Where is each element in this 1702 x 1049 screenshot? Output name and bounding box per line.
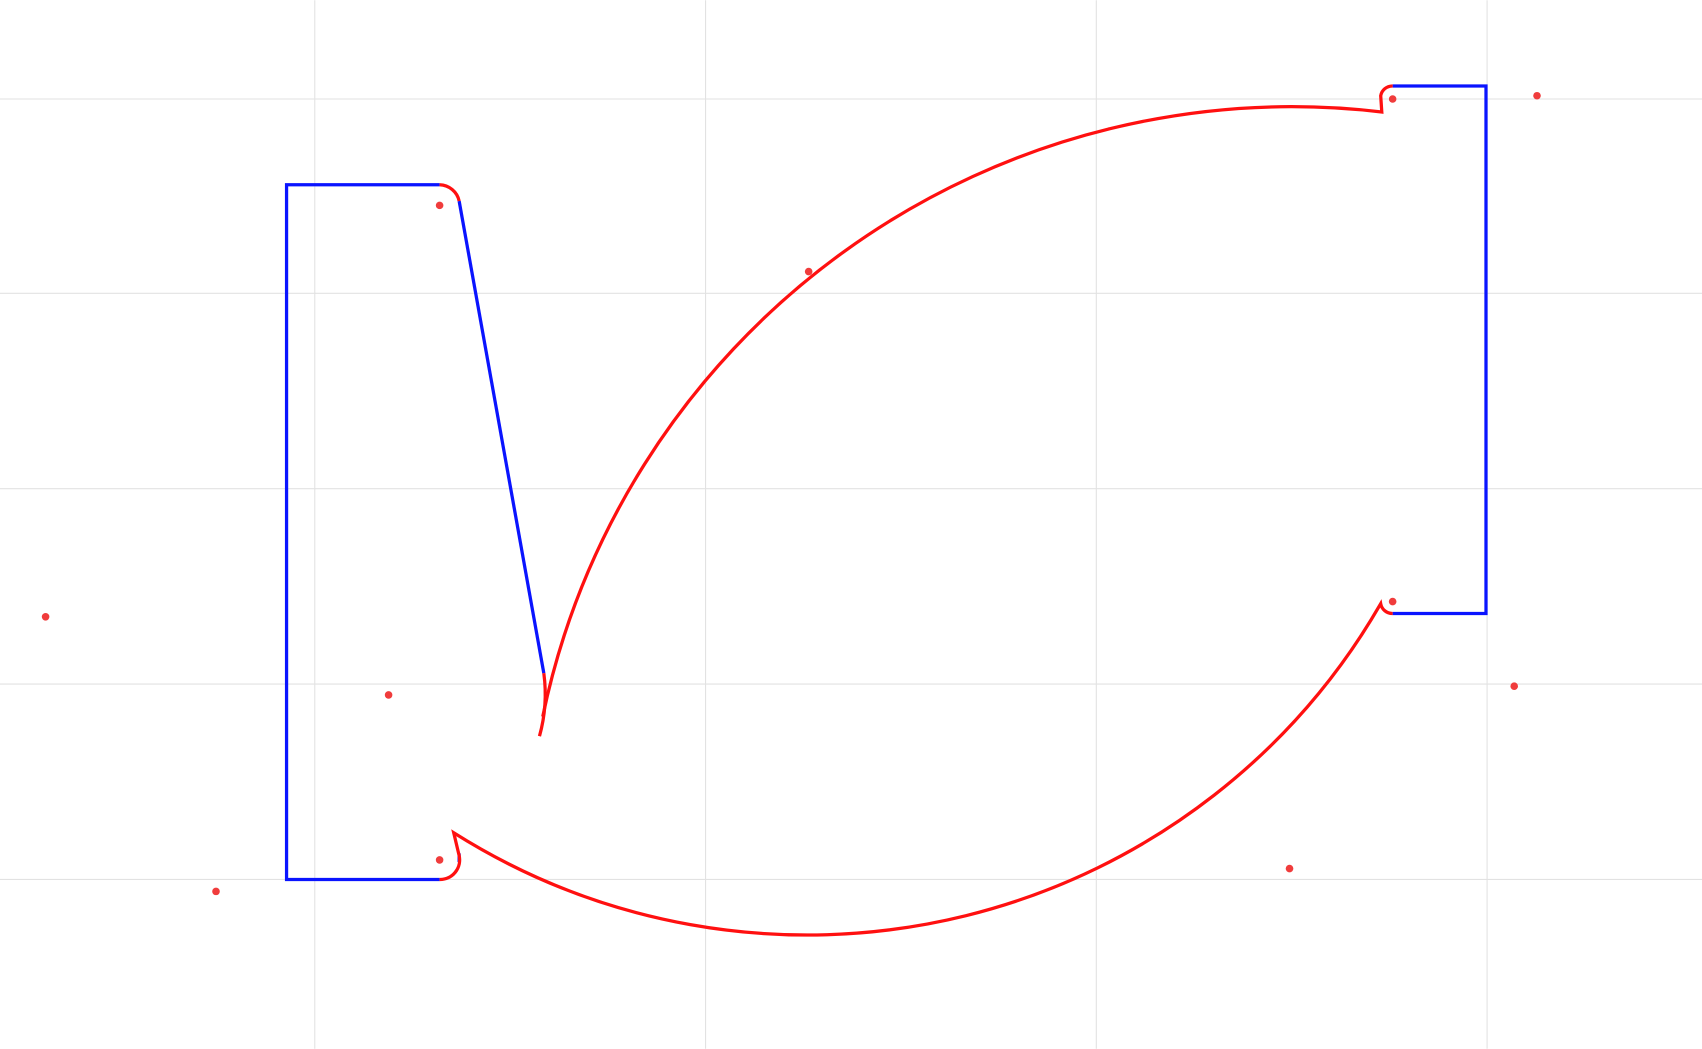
point [435,856,444,864]
point [1510,682,1519,691]
points [41,91,1541,896]
corner-arc [439,183,461,202]
left-bracket [284,183,440,882]
lower-arc [439,599,1393,937]
right-bracket [1392,84,1488,616]
point [384,691,393,699]
slant-line [457,200,546,674]
point [1285,864,1294,873]
point [1388,597,1397,606]
upper-arc [541,84,1393,717]
point [804,267,813,276]
point [1533,91,1541,100]
point [41,612,50,621]
point [1388,95,1397,103]
point [435,201,444,210]
point [212,887,220,896]
